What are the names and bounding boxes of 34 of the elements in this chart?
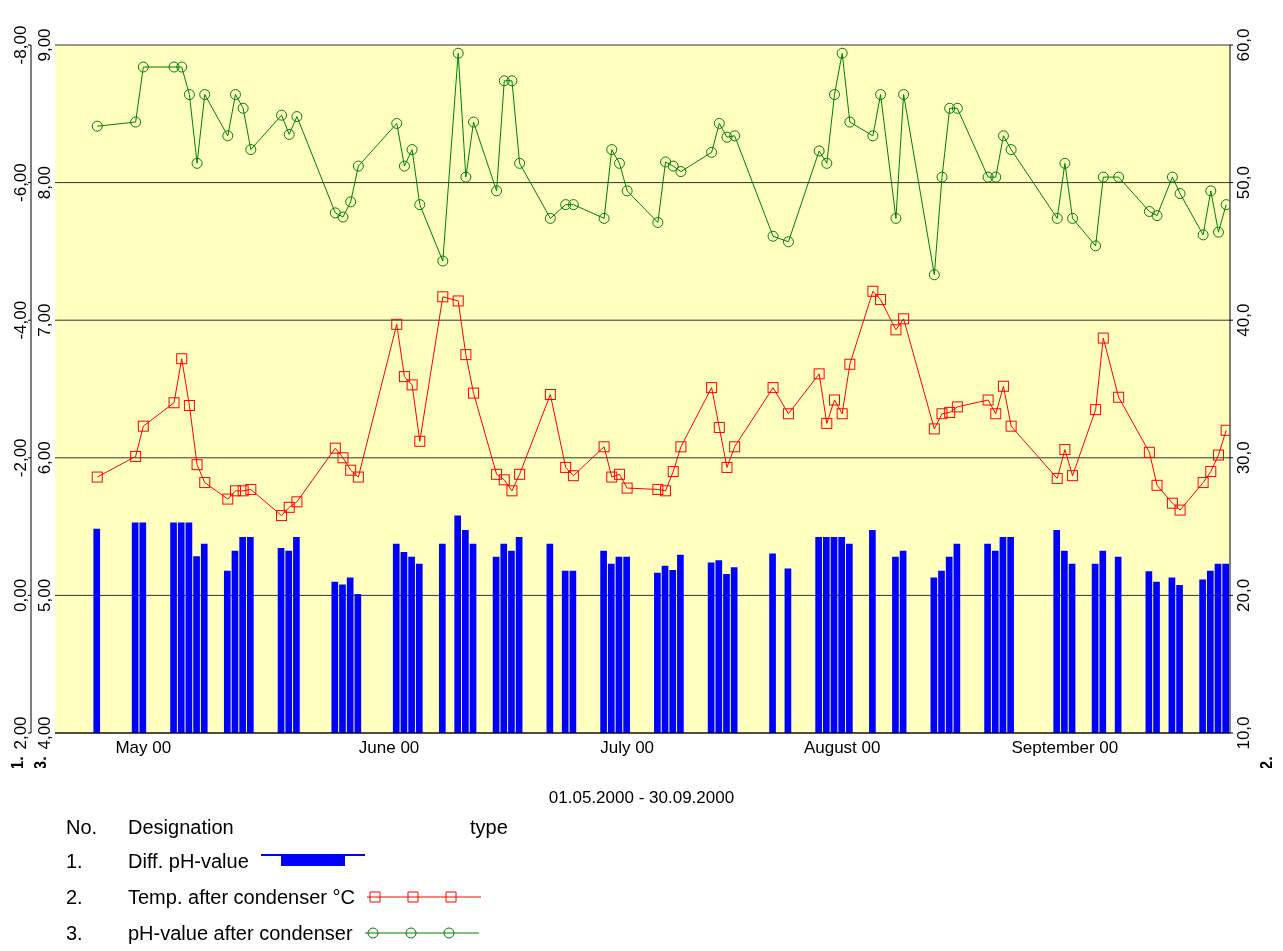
y-tick-label: 7,00 <box>35 303 54 337</box>
legend-label: pH-value after condenser <box>128 921 353 945</box>
y3-tick-label: 0,00 <box>11 578 30 612</box>
y3-axis-title: 1. <box>9 756 26 770</box>
y-tick-label: 9,00 <box>35 28 54 62</box>
y2-tick-label: 20,0 <box>1234 578 1253 612</box>
x-tick-label: September 00 <box>1011 738 1119 758</box>
text: No. <box>66 815 99 839</box>
legend-label: Diff. pH-value <box>128 849 249 873</box>
x-tick-label: May 00 <box>115 738 172 758</box>
x-tick-label: June 00 <box>358 738 420 758</box>
x-tick-label: August 00 <box>803 738 881 758</box>
y2-tick-label: 30,0 <box>1234 441 1253 475</box>
y3-tick-label: -6,00 <box>11 163 30 202</box>
y2-tick-label: 10,0 <box>1234 716 1253 750</box>
text: 2. <box>66 885 84 909</box>
text: 3. <box>66 921 84 945</box>
y2-tick-label: 40,0 <box>1234 303 1253 337</box>
y-tick-label: 6,00 <box>35 441 54 475</box>
y2-tick-label: 60,0 <box>1234 28 1253 62</box>
legend-label: Temp. after condenser °C <box>128 885 355 909</box>
x-tick-label: July 00 <box>600 738 655 758</box>
legend-title: Designation <box>128 815 235 839</box>
y3-tick-label: 2,00 <box>11 716 30 750</box>
x-axis-title: 01.05.2000 - 30.09.2000 <box>547 788 736 808</box>
text: 1. <box>66 849 84 873</box>
y3-tick-label: -2,00 <box>11 438 30 478</box>
y-tick-label: 8,00 <box>35 166 54 200</box>
y-tick-label: 4,00 <box>35 716 54 750</box>
y-tick-label: 5,00 <box>35 578 54 612</box>
y3-tick-label: -8,00 <box>11 25 30 65</box>
y2-tick-label: 50,0 <box>1234 166 1253 200</box>
y3-tick-label: -4,00 <box>11 300 30 340</box>
text: type <box>470 815 508 839</box>
